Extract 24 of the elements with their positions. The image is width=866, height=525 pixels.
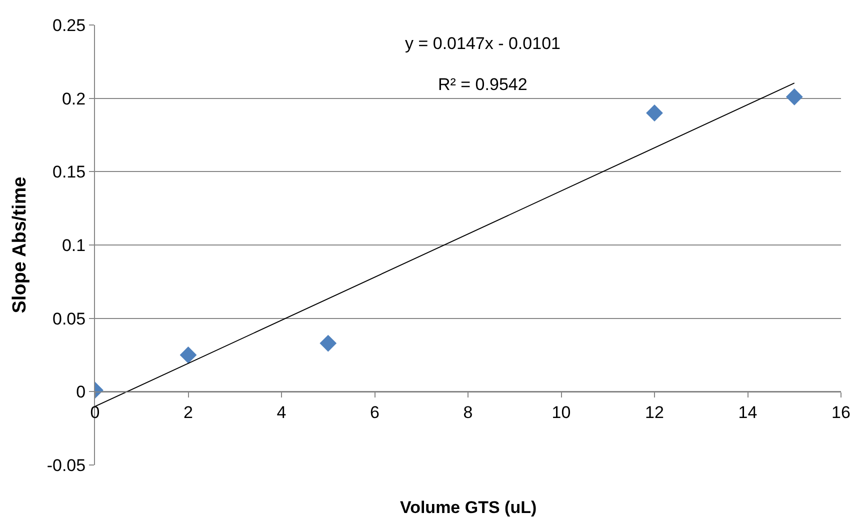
y-tick-label: 0.1 [62, 236, 86, 255]
y-tick-label: 0.2 [62, 89, 86, 108]
x-tick-label: 6 [370, 403, 380, 422]
annotation: R² = 0.9542 [438, 75, 528, 94]
x-axis-title: Volume GTS (uL) [400, 498, 537, 517]
x-tick-label: 4 [276, 403, 286, 422]
y-axis-title: Slope Abs/time [10, 176, 31, 314]
x-tick-label: 12 [645, 403, 664, 422]
point [180, 346, 197, 364]
x-tick-label: 0 [90, 403, 100, 422]
annotation: y = 0.0147x - 0.0101 [405, 34, 560, 53]
y-tick-label: 0.25 [52, 16, 86, 35]
y-tick-label: 0.05 [52, 309, 86, 328]
y-tick-label: -0.05 [46, 456, 86, 475]
x-tick-label: 10 [552, 403, 571, 422]
x-tick-label: 14 [738, 403, 758, 422]
x-tick-label: 16 [832, 403, 850, 422]
x-tick-label: 2 [184, 403, 193, 422]
x-tick-label: 8 [463, 403, 473, 422]
point [786, 88, 803, 106]
point [320, 334, 337, 352]
point [646, 104, 663, 122]
y-tick-label: 0 [76, 382, 86, 402]
y-tick-label: 0.15 [52, 162, 86, 182]
